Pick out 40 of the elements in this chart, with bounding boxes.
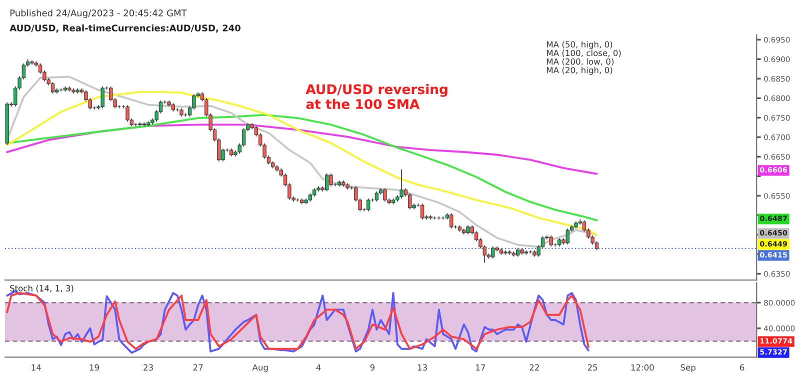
candlestick (324, 173, 329, 192)
x-tick-label: 9 (370, 364, 375, 371)
annotation: AUD/USD reversing at the 100 SMA (306, 84, 448, 110)
candlestick (329, 173, 333, 187)
line-series (6, 124, 598, 175)
candlestick (126, 104, 130, 122)
x-tick-label: 27 (193, 364, 203, 370)
x-tick-label: 14 (32, 364, 41, 370)
x-tick-label: 22 (530, 364, 539, 370)
candlestick (374, 191, 378, 202)
candlestick (566, 228, 570, 245)
candlestick (549, 235, 553, 247)
annotation: MA (200, low, 0) (546, 58, 614, 66)
chart-title: AUD/USD, Real-timeCurrencies:AUD/USD, 240 (10, 24, 240, 33)
candlestick (50, 82, 55, 94)
candlestick (383, 188, 387, 202)
x-tick-label: 25 (588, 364, 598, 371)
line-series (6, 76, 598, 248)
chart-title: Stoch (14, 1, 3) (10, 284, 74, 292)
x-tick-label: 4 (316, 364, 321, 370)
x-tick-label: Aug (252, 364, 268, 372)
candlestick (366, 198, 370, 212)
candlestick (400, 168, 404, 199)
candlestick (450, 212, 454, 229)
x-tick-label: 23 (144, 364, 153, 371)
line-series (6, 114, 598, 222)
chart-subtitle: Published 24/Aug/2023 - 20:45:42 GMT (10, 9, 187, 18)
candlestick (420, 203, 424, 220)
x-tick-label: 13 (418, 364, 427, 371)
candlestick (408, 192, 412, 210)
x-tick-label: 17 (476, 364, 486, 370)
annotation: MA (20, high, 0) (546, 66, 612, 75)
annotation: MA (50, high, 0) (546, 41, 612, 50)
x-tick-label: Sep (680, 364, 696, 372)
candlestick (491, 246, 495, 259)
annotation: MA (100, close, 0) (546, 50, 621, 58)
x-tick-label: 12:00 (631, 364, 654, 371)
candlestick (100, 86, 104, 109)
x-tick-label: 6 (740, 364, 744, 371)
x-tick-label: 19 (90, 364, 99, 371)
